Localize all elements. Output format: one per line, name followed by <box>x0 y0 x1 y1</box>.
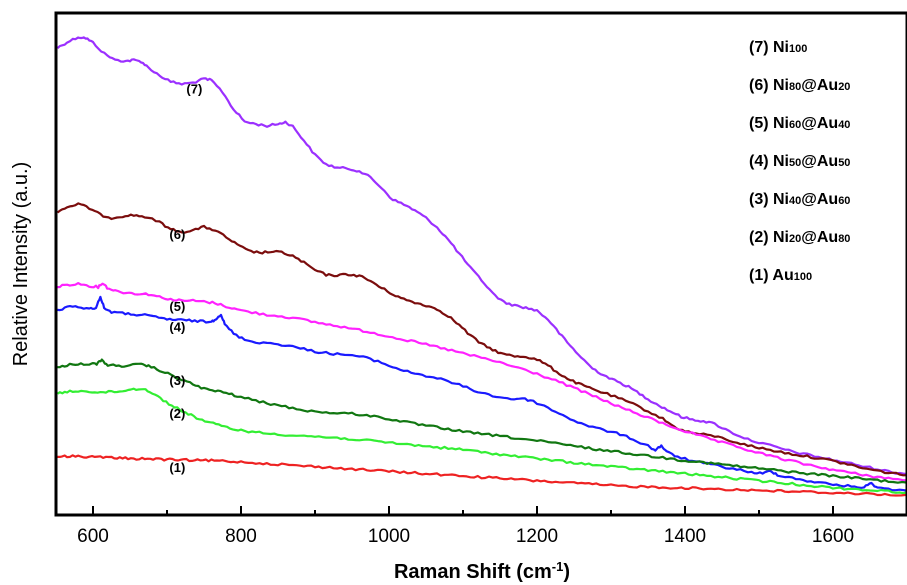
curve-label-4: (4) <box>169 320 185 335</box>
curve-number-labels: (7) (6) (5) (4) (3) (2) (1) <box>169 81 202 474</box>
x-axis-ticks: 600 800 1000 1200 1400 1600 <box>77 506 854 547</box>
curve-label-7: (7) <box>186 81 202 96</box>
series-line-7 <box>56 36 907 476</box>
series-line-3 <box>57 358 907 484</box>
legend-entry-3: (3) Ni40@Au60 <box>749 191 850 208</box>
x-axis-title: Raman Shift (cm-1) <box>394 559 570 584</box>
x-tick-label-1200: 1200 <box>516 526 558 547</box>
x-tick-label-1600: 1600 <box>812 526 854 547</box>
legend: (7) Ni100 (6) Ni80@Au20 (5) Ni60@Au40 (4) N… <box>749 39 850 284</box>
series-line-5 <box>57 282 907 482</box>
x-tick-label-800: 800 <box>225 526 257 547</box>
plot-frame <box>54 11 907 517</box>
legend-entry-2: (2) Ni20@Au80 <box>749 229 850 246</box>
legend-entry-1: (1) Au100 <box>749 267 812 284</box>
x-axis-title-close: ) <box>563 561 570 583</box>
curve-label-1: (1) <box>169 460 185 475</box>
x-tick-label-1000: 1000 <box>368 526 410 547</box>
curve-label-6: (6) <box>169 227 185 242</box>
curve-label-3: (3) <box>169 373 185 388</box>
x-axis-title-main: Raman Shift (cm <box>394 561 552 583</box>
x-axis-title-superscript: -1 <box>552 559 564 574</box>
series-line-1 <box>57 454 907 497</box>
series-line-6 <box>56 202 907 477</box>
legend-entry-4: (4) Ni50@Au50 <box>749 153 850 170</box>
y-axis-title: Relative Intensity (a.u.) <box>10 162 32 367</box>
curve-label-5: (5) <box>169 299 185 314</box>
legend-entry-6: (6) Ni80@Au20 <box>749 77 850 94</box>
series-line-2 <box>56 387 907 495</box>
x-tick-label-600: 600 <box>77 526 109 547</box>
legend-entry-7: (7) Ni100 <box>749 39 807 56</box>
spectra-curves <box>56 36 907 497</box>
x-tick-label-1400: 1400 <box>664 526 706 547</box>
legend-entry-5: (5) Ni60@Au40 <box>749 115 850 132</box>
series-line-4 <box>57 295 907 492</box>
curve-label-2: (2) <box>169 406 185 421</box>
